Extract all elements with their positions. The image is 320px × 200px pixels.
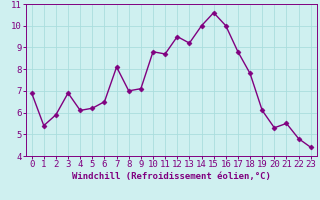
- X-axis label: Windchill (Refroidissement éolien,°C): Windchill (Refroidissement éolien,°C): [72, 172, 271, 181]
